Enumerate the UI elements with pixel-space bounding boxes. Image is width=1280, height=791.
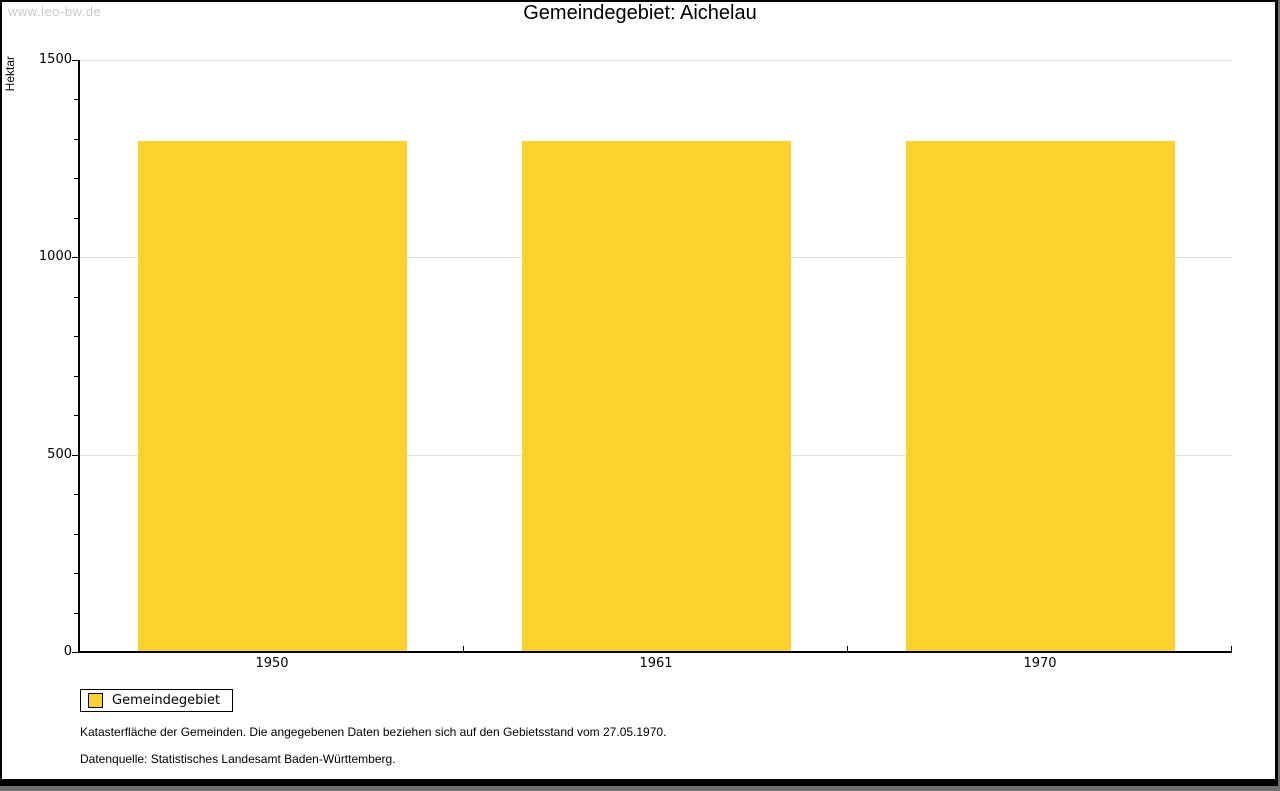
y-gridline [80, 60, 1232, 61]
y-minor-tick [74, 297, 78, 298]
y-tick-label: 0 [63, 644, 72, 659]
y-minor-tick [74, 218, 78, 219]
bar-1950 [138, 141, 407, 652]
window-shadow-right [1278, 0, 1280, 791]
x-tick-label: 1961 [639, 656, 673, 671]
y-minor-tick [74, 336, 78, 337]
y-axis [78, 60, 80, 652]
x-axis [78, 651, 1232, 653]
y-minor-tick [74, 99, 78, 100]
x-boundary-tick [847, 646, 848, 652]
y-minor-tick [74, 613, 78, 614]
y-tick-label: 1000 [38, 249, 72, 264]
legend-swatch-icon [88, 693, 103, 708]
y-minor-tick [74, 139, 78, 140]
window-shadow-bottom [0, 786, 1280, 791]
bar-1961 [522, 141, 791, 652]
y-major-tick [72, 455, 78, 456]
y-minor-tick [74, 494, 78, 495]
x-boundary-tick [1231, 646, 1232, 652]
watermark: www.leo-bw.de [8, 4, 102, 19]
y-minor-tick [74, 573, 78, 574]
y-minor-tick [74, 534, 78, 535]
y-major-tick [72, 60, 78, 61]
y-minor-tick [74, 376, 78, 377]
legend: Gemeindegebiet [80, 689, 233, 712]
y-major-tick [72, 257, 78, 258]
y-tick-label: 1500 [38, 52, 72, 67]
footnote-source-note: Katasterfläche der Gemeinden. Die angege… [80, 725, 667, 739]
x-boundary-tick [463, 646, 464, 652]
bar-1970 [906, 141, 1175, 652]
legend-label: Gemeindegebiet [112, 693, 221, 708]
y-minor-tick [74, 178, 78, 179]
x-tick-label: 1970 [1023, 656, 1057, 671]
y-major-tick [72, 652, 78, 653]
y-tick-label: 500 [47, 447, 72, 462]
page-title: Gemeindegebiet: Aichelau [523, 2, 757, 24]
y-minor-tick [74, 415, 78, 416]
x-tick-label: 1950 [255, 656, 289, 671]
footnote-data-source: Datenquelle: Statistisches Landesamt Bad… [80, 752, 396, 766]
